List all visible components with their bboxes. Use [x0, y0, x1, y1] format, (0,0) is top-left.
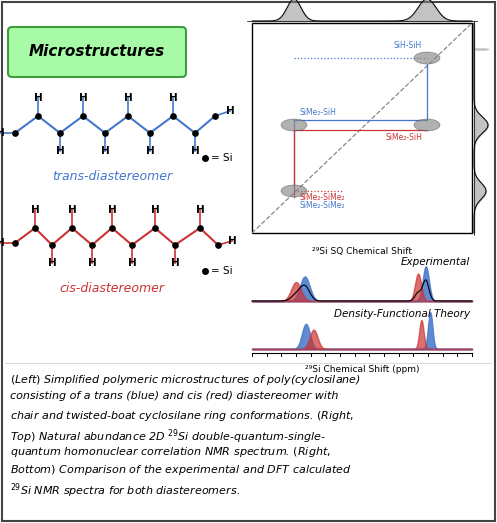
- Text: H: H: [0, 128, 4, 138]
- Text: H: H: [79, 93, 87, 103]
- FancyBboxPatch shape: [8, 27, 186, 77]
- Ellipse shape: [281, 185, 307, 197]
- Text: SiH-SiH: SiH-SiH: [394, 41, 422, 50]
- Text: H: H: [108, 205, 116, 215]
- Text: H: H: [100, 146, 109, 156]
- Text: $^{29}$Si NMR spectra for both diastereomers.: $^{29}$Si NMR spectra for both diastereo…: [10, 481, 240, 499]
- Text: SiMe₂-SiMe₂: SiMe₂-SiMe₂: [299, 193, 344, 202]
- Text: H: H: [56, 146, 65, 156]
- Text: H: H: [68, 205, 77, 215]
- Text: cis-diastereomer: cis-diastereomer: [60, 282, 165, 295]
- Text: = Si: = Si: [211, 266, 233, 276]
- Text: H: H: [226, 106, 235, 116]
- Text: ²⁹Si SQ Chemical Shift: ²⁹Si SQ Chemical Shift: [312, 247, 412, 256]
- Ellipse shape: [281, 119, 307, 131]
- Text: $Bottom)$ Comparison of the experimental and DFT calculated: $Bottom)$ Comparison of the experimental…: [10, 463, 351, 477]
- Text: trans-diastereomer: trans-diastereomer: [52, 169, 172, 183]
- Ellipse shape: [414, 119, 440, 131]
- Bar: [252, 307, 472, 351]
- Text: Experimental: Experimental: [401, 257, 470, 267]
- Text: H: H: [146, 146, 155, 156]
- Text: H: H: [48, 258, 56, 268]
- Text: H: H: [31, 205, 39, 215]
- Text: H: H: [0, 238, 4, 248]
- Text: H: H: [170, 258, 179, 268]
- Text: H: H: [191, 146, 199, 156]
- Ellipse shape: [414, 52, 440, 64]
- Text: Microstructures: Microstructures: [29, 44, 165, 60]
- Text: H: H: [34, 93, 42, 103]
- Bar: [252, 255, 472, 303]
- Text: $Top)$ Natural abundance 2D $^{29}$Si double-quantum-single-: $Top)$ Natural abundance 2D $^{29}$Si do…: [10, 427, 326, 446]
- Text: SiMe₂-SiH: SiMe₂-SiH: [385, 133, 422, 142]
- Text: = Si: = Si: [211, 153, 233, 163]
- Text: consisting of a trans (blue) and cis (red) diastereomer with: consisting of a trans (blue) and cis (re…: [10, 391, 338, 401]
- Text: H: H: [196, 205, 204, 215]
- Text: SiMe₂-SiH: SiMe₂-SiH: [299, 108, 336, 117]
- Text: H: H: [151, 205, 160, 215]
- Text: $(Left)$ Simplified polymeric microstructures of poly(cyclosilane): $(Left)$ Simplified polymeric microstruc…: [10, 373, 361, 387]
- Text: SiMe₂-SiMe₂: SiMe₂-SiMe₂: [299, 201, 344, 210]
- Text: H: H: [228, 236, 237, 246]
- Text: Density-Functional Theory: Density-Functional Theory: [334, 309, 470, 319]
- Text: quantum homonuclear correlation NMR spectrum. $(Right,$: quantum homonuclear correlation NMR spec…: [10, 445, 331, 459]
- Text: chair and twisted-boat cyclosilane ring conformations. $(Right,$: chair and twisted-boat cyclosilane ring …: [10, 409, 354, 423]
- Text: H: H: [87, 258, 96, 268]
- Text: H: H: [128, 258, 136, 268]
- Text: H: H: [168, 93, 177, 103]
- Text: ²⁹Si Chemical Shift (ppm): ²⁹Si Chemical Shift (ppm): [305, 365, 419, 374]
- Text: H: H: [124, 93, 132, 103]
- Bar: [252, 23, 472, 233]
